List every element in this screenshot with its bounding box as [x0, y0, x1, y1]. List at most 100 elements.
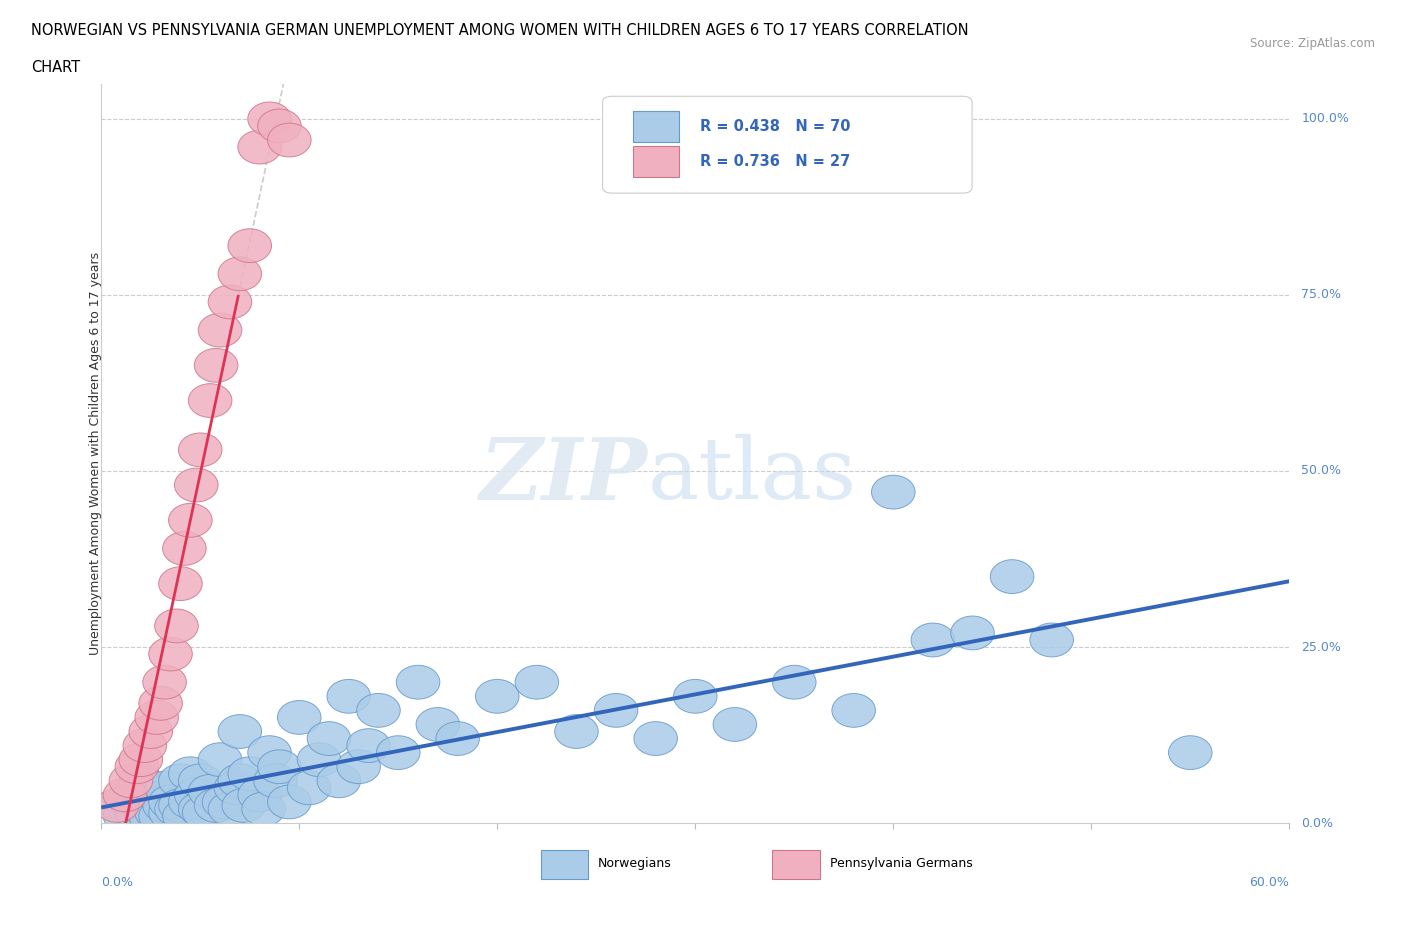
Ellipse shape [222, 789, 266, 822]
Ellipse shape [179, 764, 222, 798]
Y-axis label: Unemployment Among Women with Children Ages 6 to 17 years: Unemployment Among Women with Children A… [89, 252, 103, 655]
Ellipse shape [179, 792, 222, 826]
FancyBboxPatch shape [772, 850, 820, 879]
Ellipse shape [183, 795, 226, 830]
Ellipse shape [328, 680, 371, 713]
Ellipse shape [247, 102, 291, 136]
Ellipse shape [267, 785, 311, 818]
Text: 0.0%: 0.0% [1301, 817, 1333, 830]
Ellipse shape [188, 775, 232, 808]
Ellipse shape [139, 799, 183, 833]
Ellipse shape [163, 799, 207, 833]
Text: R = 0.736   N = 27: R = 0.736 N = 27 [700, 153, 851, 169]
Ellipse shape [218, 764, 262, 798]
Text: 25.0%: 25.0% [1301, 641, 1341, 654]
Ellipse shape [247, 736, 291, 769]
Ellipse shape [238, 130, 281, 164]
Text: 60.0%: 60.0% [1250, 876, 1289, 889]
Ellipse shape [122, 792, 166, 826]
Ellipse shape [194, 789, 238, 822]
Text: 75.0%: 75.0% [1301, 288, 1341, 301]
Ellipse shape [1031, 623, 1073, 657]
Ellipse shape [515, 665, 558, 699]
Ellipse shape [174, 778, 218, 812]
Ellipse shape [163, 532, 207, 565]
Ellipse shape [218, 714, 262, 749]
Text: 100.0%: 100.0% [1301, 113, 1350, 126]
Ellipse shape [214, 771, 257, 804]
Ellipse shape [318, 764, 360, 798]
Ellipse shape [208, 792, 252, 826]
Ellipse shape [253, 764, 297, 798]
Ellipse shape [122, 729, 166, 763]
Ellipse shape [120, 764, 163, 798]
Ellipse shape [110, 778, 153, 812]
Ellipse shape [139, 686, 183, 720]
Ellipse shape [145, 771, 188, 804]
Ellipse shape [990, 560, 1033, 593]
Text: 0.0%: 0.0% [101, 876, 134, 889]
Ellipse shape [115, 795, 159, 830]
Ellipse shape [713, 708, 756, 741]
Ellipse shape [377, 736, 420, 769]
Ellipse shape [188, 384, 232, 418]
Ellipse shape [115, 750, 159, 784]
Text: atlas: atlas [648, 434, 856, 517]
Ellipse shape [475, 680, 519, 713]
Text: NORWEGIAN VS PENNSYLVANIA GERMAN UNEMPLOYMENT AMONG WOMEN WITH CHILDREN AGES 6 T: NORWEGIAN VS PENNSYLVANIA GERMAN UNEMPLO… [31, 23, 969, 38]
Ellipse shape [872, 475, 915, 509]
Ellipse shape [149, 637, 193, 671]
Ellipse shape [832, 694, 876, 727]
Ellipse shape [96, 789, 139, 822]
Ellipse shape [396, 665, 440, 699]
Ellipse shape [135, 795, 179, 830]
Ellipse shape [110, 764, 153, 798]
Ellipse shape [297, 743, 340, 777]
Ellipse shape [257, 109, 301, 143]
Text: Norwegians: Norwegians [598, 857, 672, 870]
Text: Pennsylvania Germans: Pennsylvania Germans [830, 857, 973, 870]
Ellipse shape [169, 757, 212, 790]
Ellipse shape [149, 795, 193, 830]
FancyBboxPatch shape [634, 111, 679, 142]
Ellipse shape [772, 665, 815, 699]
Ellipse shape [347, 729, 391, 763]
FancyBboxPatch shape [541, 850, 588, 879]
Ellipse shape [416, 708, 460, 741]
Ellipse shape [135, 700, 179, 735]
Text: Source: ZipAtlas.com: Source: ZipAtlas.com [1250, 37, 1375, 50]
Ellipse shape [129, 714, 173, 749]
Ellipse shape [238, 778, 281, 812]
Ellipse shape [911, 623, 955, 657]
Ellipse shape [257, 750, 301, 784]
Text: ZIP: ZIP [479, 433, 648, 517]
Ellipse shape [103, 799, 146, 833]
Ellipse shape [202, 785, 246, 818]
Ellipse shape [673, 680, 717, 713]
Ellipse shape [950, 616, 994, 650]
Ellipse shape [169, 785, 212, 818]
Ellipse shape [103, 778, 146, 812]
Ellipse shape [159, 789, 202, 822]
Ellipse shape [595, 694, 638, 727]
Ellipse shape [1168, 736, 1212, 769]
Ellipse shape [159, 566, 202, 601]
Ellipse shape [127, 785, 170, 818]
Ellipse shape [357, 694, 401, 727]
Ellipse shape [100, 789, 143, 822]
FancyBboxPatch shape [634, 146, 679, 177]
Ellipse shape [155, 609, 198, 643]
Ellipse shape [337, 750, 381, 784]
Text: 50.0%: 50.0% [1301, 464, 1341, 477]
Ellipse shape [198, 743, 242, 777]
Ellipse shape [155, 792, 198, 826]
Ellipse shape [143, 665, 187, 699]
FancyBboxPatch shape [603, 97, 972, 193]
Ellipse shape [159, 764, 202, 798]
Ellipse shape [287, 771, 330, 804]
Ellipse shape [228, 757, 271, 790]
Ellipse shape [277, 700, 321, 735]
Ellipse shape [194, 349, 238, 382]
Ellipse shape [436, 722, 479, 755]
Ellipse shape [139, 781, 183, 816]
